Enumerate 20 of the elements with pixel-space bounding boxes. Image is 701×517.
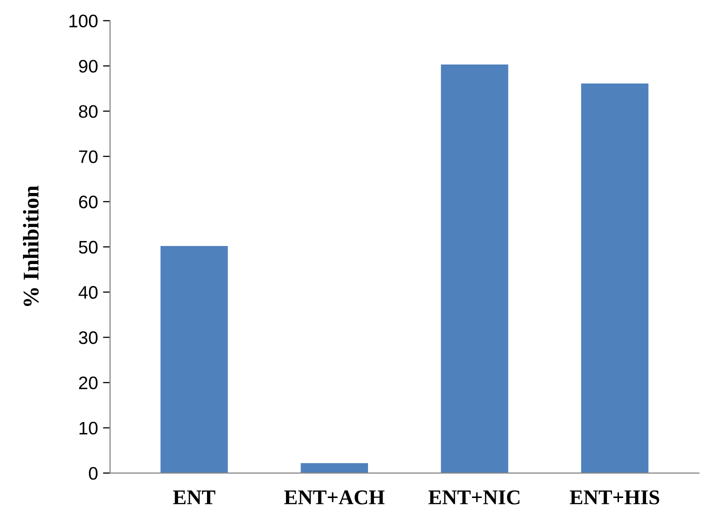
bar xyxy=(160,246,228,474)
x-tick-label: ENT xyxy=(173,490,216,504)
bar xyxy=(440,64,508,474)
y-tick-label: 50 xyxy=(78,240,98,254)
y-tick-label: 60 xyxy=(79,196,98,208)
x-tick-label: ENT+HIS xyxy=(570,490,660,504)
y-tick-label: 20 xyxy=(79,376,98,390)
y-tick-label: 70 xyxy=(79,150,98,164)
bar xyxy=(581,84,648,474)
y-axis-title: % Inhibition xyxy=(22,186,39,306)
y-tick-label: 0 xyxy=(88,466,98,480)
x-tick-label: ENT+ACH xyxy=(284,490,385,504)
y-tick-label: 90 xyxy=(79,60,98,73)
y-tick-label: 10 xyxy=(80,422,98,435)
y-tick-label: 30 xyxy=(78,331,98,344)
y-tick-label: 100 xyxy=(70,14,98,28)
x-tick-label: ENT+NIC xyxy=(428,490,520,504)
bar xyxy=(300,463,368,474)
y-tick-label: 40 xyxy=(78,286,98,299)
y-tick-label: 80 xyxy=(78,105,98,118)
